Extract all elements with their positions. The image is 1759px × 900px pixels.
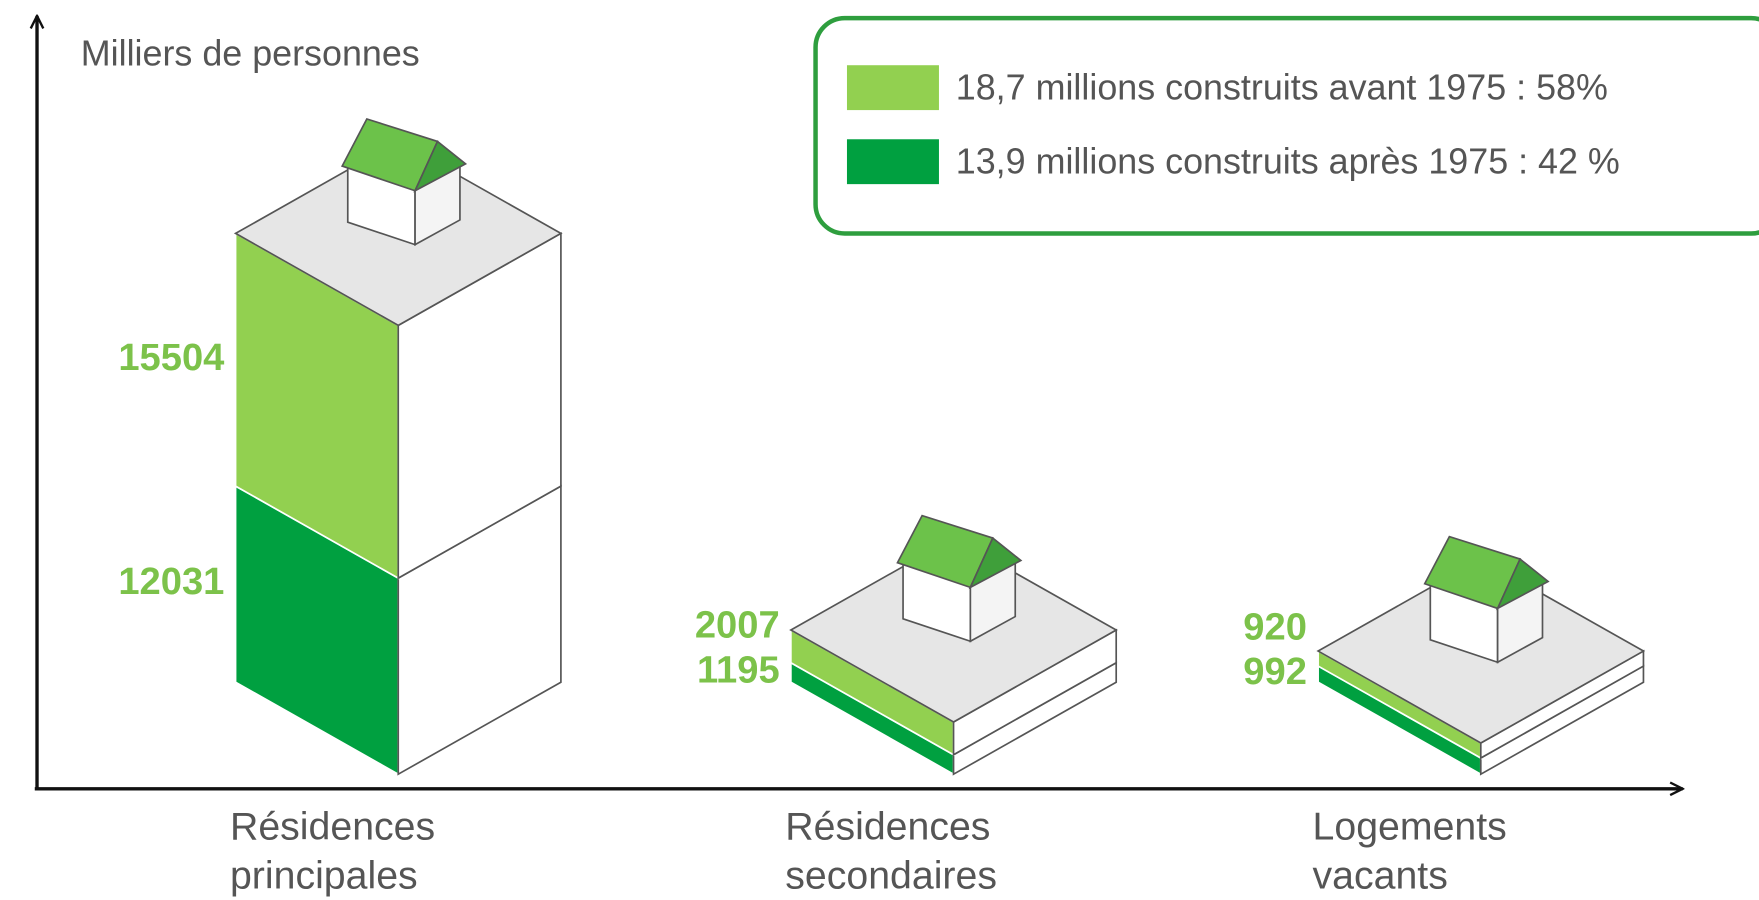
legend-label: 18,7 millions construits avant 1975 : 58… bbox=[956, 67, 1608, 107]
x-label-box: Résidences principales bbox=[229, 804, 436, 898]
legend-swatch bbox=[846, 139, 939, 185]
x-label-box: Logements vacants bbox=[1312, 804, 1507, 898]
x-label-box: Résidences secondaires bbox=[785, 804, 997, 898]
value-label: 15504 bbox=[118, 336, 224, 379]
house-roof-side bbox=[968, 536, 1023, 590]
legend-box bbox=[813, 15, 1759, 236]
value-label: 1195 bbox=[697, 649, 780, 692]
x-tick-label: Résidences secondaires bbox=[785, 804, 997, 898]
value-label: 992 bbox=[1243, 650, 1307, 693]
house-roof-side bbox=[413, 140, 468, 193]
value-label: 12031 bbox=[118, 560, 224, 603]
house-roof-side bbox=[1495, 557, 1550, 611]
value-label: 920 bbox=[1243, 605, 1307, 648]
legend-swatch bbox=[846, 65, 939, 111]
legend-label: 13,9 millions construits après 1975 : 42… bbox=[956, 141, 1620, 181]
y-axis-label: Milliers de personnes bbox=[81, 34, 420, 74]
x-tick-label: Résidences principales bbox=[229, 804, 436, 898]
value-label: 2007 bbox=[695, 604, 780, 647]
x-tick-label: Logements vacants bbox=[1312, 804, 1507, 898]
